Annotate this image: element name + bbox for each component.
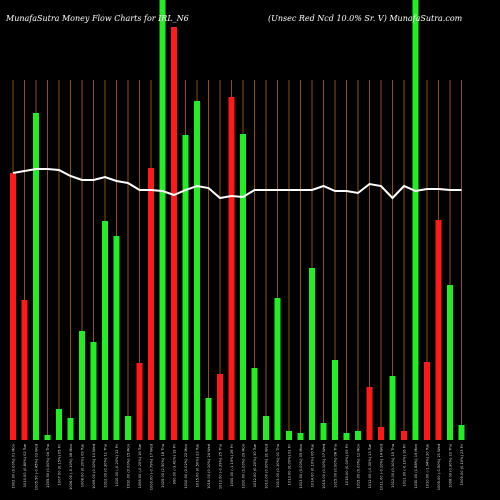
bar xyxy=(56,409,62,440)
x-tick-label: 1010.00 (0.80%) 02 Tue xyxy=(23,443,27,487)
x-tick-label: 1013.00 (0.10%) 01 Thu xyxy=(276,444,280,488)
bar xyxy=(251,368,258,440)
x-tick-label: 1000.00 (-1.19%) 26 Fri xyxy=(230,444,234,487)
bar xyxy=(378,427,384,440)
x-tick-label: 1015.00 (0.10%) 07 Wed xyxy=(322,444,326,489)
bar xyxy=(205,398,212,440)
x-tick-label: 1002.00 (0.00%) 01 Mon xyxy=(12,444,16,489)
x-tick-label: 1005.00 (-0.50%) 21 Wed xyxy=(437,444,441,490)
x-tick-label: 1013.00 (0.00%) 02 Fri xyxy=(288,444,292,485)
bar xyxy=(10,173,16,440)
bar xyxy=(320,423,327,440)
x-tick-label: 1010.00 (-1.94%) 20 Tue xyxy=(426,443,430,488)
x-tick-label: 1008.00 (-0.20%) 16 Tue xyxy=(138,443,142,488)
chart-title: MunafaSutra Money Flow Charts for IRL_N6 xyxy=(5,14,189,23)
x-tick-label: 1009.00 (0.10%) 23 Fri xyxy=(460,444,464,485)
bar xyxy=(366,387,373,440)
bar xyxy=(44,435,51,440)
x-tick-label: 1009.00 (0.10%) 10 Wed xyxy=(92,444,96,489)
x-tick-label: 1006.00 (-0.10%) 08 Mon xyxy=(69,444,73,490)
bar xyxy=(90,342,97,440)
bar xyxy=(125,416,131,440)
x-tick-label: 1012.00 (-0.39%) 25 Thu xyxy=(219,444,223,489)
x-tick-label: 1016.00 (0.10%) 24 Wed xyxy=(207,444,211,489)
bar xyxy=(458,425,465,440)
x-tick-label: 1007.00 (0.15%) 05 Fri xyxy=(58,444,62,485)
bar xyxy=(297,433,304,440)
x-tick-label: 1010.00 (1.00%) 29 Mon xyxy=(242,444,246,489)
bar xyxy=(33,113,39,440)
x-tick-label: 1010.00 (2.02%) 22 Mon xyxy=(184,444,188,489)
bar xyxy=(171,27,177,440)
bar xyxy=(182,135,189,440)
x-tick-label: 1013.00 (0.00%) 05 Mon xyxy=(299,444,303,489)
x-tick-label: 1005.50 (0.00%) 04 Thu xyxy=(46,444,50,488)
bar xyxy=(435,220,442,440)
x-tick-label: 1000.00 (-0.79%) 17 Wed xyxy=(150,444,154,490)
chart-subtitle: (Unsec Red Ncd 10.0% Sr. V) MunafaSutra.… xyxy=(268,14,463,23)
bar xyxy=(389,376,396,440)
x-tick-label: 1008.00 (0.30%) 22 Thu xyxy=(449,444,453,488)
x-tick-label: 1025.00 (2.50%) 18 Thu xyxy=(161,444,165,488)
x-tick-label: 1011.00 (-0.10%) 14 Wed xyxy=(380,444,384,490)
x-tick-label: 1011.00 (-0.10%) 16 Fri xyxy=(403,444,407,487)
bar xyxy=(343,433,350,440)
x-tick-label: 1015.00 (0.50%) 23 Tue xyxy=(196,443,200,487)
x-labels: 1002.00 (0.00%) 01 Mon 1010.00 (0.80%) 02… xyxy=(12,443,465,490)
x-tick-label: 990.00 (-3.41%) 19 Fri xyxy=(173,444,177,484)
bar xyxy=(424,362,430,440)
bar xyxy=(148,168,154,440)
x-tick-label: 1030.00 (1.88%) 19 Mon xyxy=(414,444,418,489)
bar xyxy=(79,331,85,440)
bar xyxy=(355,431,361,440)
bar xyxy=(21,300,28,440)
x-tick-label: 1012.00 (0.30%) 11 Thu xyxy=(104,444,108,488)
bar xyxy=(401,431,407,440)
x-tick-label: 1015.00 (0.00%) 08 Thu xyxy=(334,444,338,488)
bar xyxy=(263,416,269,440)
bar xyxy=(67,418,74,440)
x-tick-label: 1005.50 (-0.45%) 03 Wed xyxy=(35,444,39,490)
x-tick-label: 1014.00 (0.10%) 06 Tue xyxy=(311,443,315,487)
x-tick-label: 1008.00 (0.20%) 09 Tue xyxy=(81,443,85,487)
money-flow-line xyxy=(12,168,462,200)
bar xyxy=(332,360,338,440)
bar xyxy=(194,101,200,440)
x-tick-label: 1015.00 (0.00%) 12 Mon xyxy=(357,444,361,489)
bar xyxy=(412,0,419,440)
bar xyxy=(102,221,108,440)
bar xyxy=(228,97,235,440)
bar xyxy=(159,0,166,440)
bar xyxy=(240,134,246,440)
bars xyxy=(10,0,465,440)
bar xyxy=(309,268,315,440)
x-tick-label: 1012.00 (-0.30%) 13 Tue xyxy=(368,443,372,488)
bar xyxy=(286,431,292,440)
x-tick-label: 1012.00 (0.20%) 30 Tue xyxy=(253,443,257,487)
bar xyxy=(274,298,281,440)
bar xyxy=(217,374,223,440)
x-tick-label: 1010.00 (0.00%) 15 Mon xyxy=(127,444,131,489)
bar xyxy=(113,236,120,440)
x-tick-label: 1012.00 (0.00%) 31 Wed xyxy=(265,444,269,489)
x-tick-label: 1012.00 (0.10%) 15 Thu xyxy=(391,444,395,488)
bar xyxy=(447,285,453,440)
bar xyxy=(136,363,143,440)
x-tick-label: 1015.00 (0.00%) 09 Fri xyxy=(345,444,349,485)
x-tick-label: 1010.00 (-0.20%) 12 Fri xyxy=(115,444,119,487)
